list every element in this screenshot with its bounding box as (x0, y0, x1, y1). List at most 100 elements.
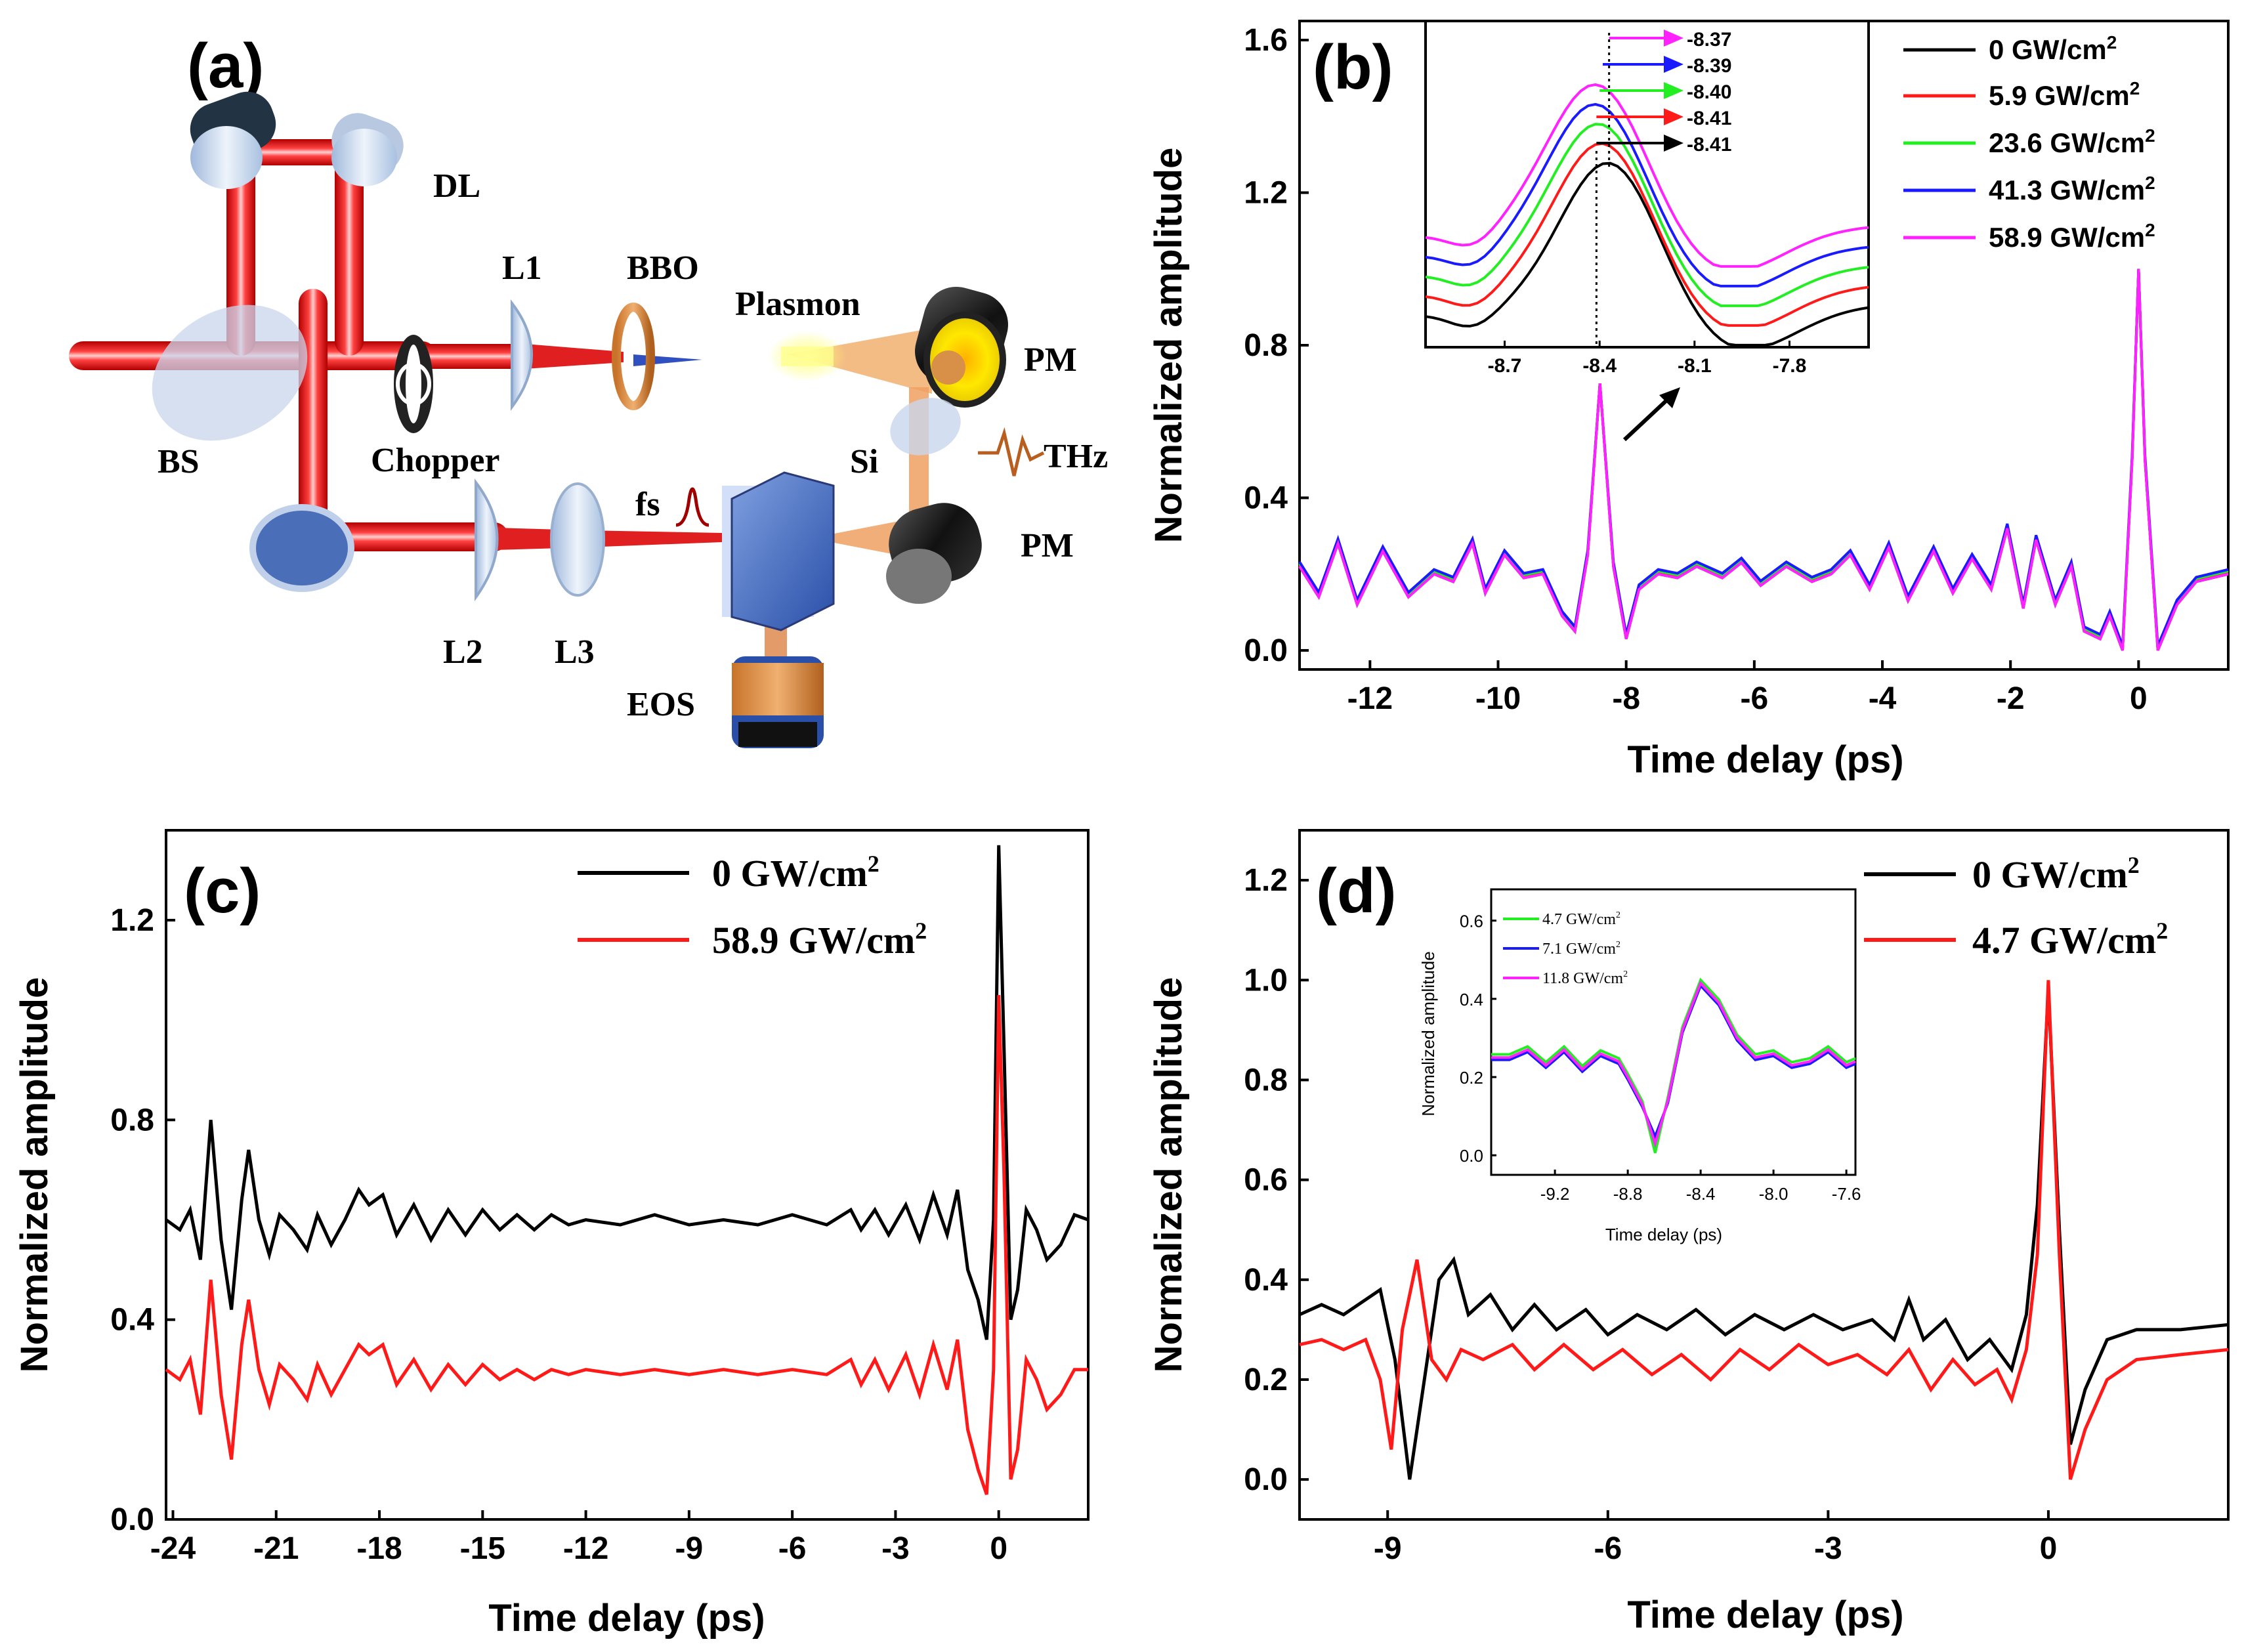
panel-b-xtick-label-6: 0 (2130, 681, 2148, 716)
inset-d-ytick-label-1: 0.2 (1460, 1068, 1483, 1088)
panel-c-series-line-1 (165, 995, 1088, 1495)
inset-b-arrowhead-2 (1664, 82, 1683, 99)
panel-b-ytick-label-4: 1.6 (1244, 23, 1288, 58)
panel-c-legend: 0 GW/cm2 58.9 GW/cm2 (578, 851, 927, 962)
lens-l3 (550, 482, 605, 597)
inset-b-arrowhead-3 (1664, 108, 1683, 125)
panel-d-ytick-label-3: 0.6 (1244, 1163, 1288, 1198)
panel-c-series-line-0 (165, 845, 1089, 1340)
panel-d-series (1298, 980, 2229, 1480)
inset-d-legend: 4.7 GW/cm2 7.1 GW/cm2 11.8 GW/cm2 (1503, 910, 1628, 987)
inset-d-frame (1490, 888, 1857, 1176)
parabolic-mirror-1 (915, 286, 1008, 408)
label-chopper: Chopper (371, 442, 499, 479)
inset-b-peak-annotations: -8.37 -8.39 -8.40 -8.41 -8.41 (1595, 29, 1731, 347)
label-l3: L3 (555, 633, 595, 671)
panel-label-c: (c) (184, 856, 261, 926)
delay-line-mirrors (190, 91, 404, 189)
label-bs: BS (158, 443, 200, 480)
legend-d-inset-label-1: 7.1 GW/cm2 (1542, 940, 1620, 958)
inset-d-xlabel: Time delay (ps) (1605, 1225, 1722, 1244)
legend-d-label-0: 0 GW/cm2 (1972, 852, 2140, 896)
panel-c-ticks: -24 -21 -18 -15 -12 -9 -6 -3 0 0.0 0.4 0.8 1.2 (110, 903, 1007, 1566)
panel-d-ytick-label-6: 1.2 (1244, 863, 1288, 898)
fs-pulse-icon (675, 487, 709, 527)
panel-d-xtick-label-1: -6 (1594, 1531, 1622, 1566)
panel-b-xtick-label-1: -10 (1475, 681, 1521, 716)
panel-c-frame (165, 829, 1090, 1521)
panel-c-chart: (c) Time delay (ps) Normalized amplitude… (13, 829, 1090, 1640)
panel-d-ytick-label-5: 1.0 (1244, 963, 1288, 998)
inset-b-ticks: -8.7 -8.4 -8.1 -7.8 (1488, 341, 1807, 377)
panel-d-xtick-label-2: -3 (1814, 1531, 1842, 1566)
panel-c-xtick-label-1: -21 (253, 1531, 299, 1566)
panel-a-setup: (a) DL BS Chopper L1 BBO Plasmon (69, 31, 1108, 748)
inset-b-frame (1424, 20, 1870, 349)
inset-b-xtick-label-1: -8.4 (1582, 355, 1617, 377)
panel-b-chart: (b) Time delay (ps) Normalized amplitude… (1147, 20, 2230, 781)
inset-b-peak-label-1: -8.39 (1687, 55, 1731, 77)
panel-d-ytick-label-2: 0.4 (1244, 1263, 1288, 1298)
inset-d-ylabel: Normalized amplitude (1418, 951, 1438, 1116)
inset-b-arrowhead-4 (1664, 135, 1683, 152)
label-dl: DL (433, 167, 480, 205)
legend-d-label-1: 4.7 GW/cm2 (1972, 918, 2168, 962)
panel-label-d: (d) (1316, 856, 1397, 926)
legend-c-label-1: 58.9 GW/cm2 (712, 918, 927, 962)
legend-b-label-3: 41.3 GW/cm2 (1989, 173, 2155, 205)
panel-b-ticks: -12 -10 -8 -6 -4 -2 0 0.0 0.4 0.8 1.2 1.6 (1244, 23, 2147, 716)
panel-b-xtick-label-3: -6 (1741, 681, 1769, 716)
panel-c-xlabel: Time delay (ps) (488, 1597, 765, 1640)
legend-d-inset-label-0: 4.7 GW/cm2 (1542, 910, 1620, 928)
inset-d-series (1491, 977, 1856, 1154)
inset-b-peak-label-2: -8.40 (1687, 81, 1731, 103)
bbo-crystal (612, 303, 655, 410)
inset-b-series (1425, 83, 1869, 347)
inset-b-xtick-label-3: -7.8 (1773, 355, 1807, 377)
legend-b-label-1: 5.9 GW/cm2 (1989, 78, 2140, 111)
inset-b-peak-label-0: -8.37 (1687, 29, 1731, 51)
label-thz: THz (1044, 438, 1108, 475)
panel-b-xtick-label-2: -8 (1612, 681, 1640, 716)
panel-d-chart: (d) Time delay (ps) Normalized amplitude… (1147, 829, 2230, 1636)
panel-c-xtick-label-3: -15 (460, 1531, 505, 1566)
panel-d-ytick-label-0: 0.0 (1244, 1462, 1288, 1497)
eo-crystal (722, 471, 835, 631)
beam-splitter (152, 305, 308, 441)
panel-d-frame (1298, 829, 2230, 1521)
panel-c-xtick-label-2: -18 (356, 1531, 402, 1566)
inset-b-series-line-0 (1425, 161, 1869, 347)
thz-pulse-icon (978, 427, 1045, 477)
panel-c-ylabel: Normalized amplitude (13, 977, 56, 1373)
parabolic-mirror-2 (886, 503, 982, 604)
panel-d-inset: Time delay (ps) Normalized amplitude -9.… (1418, 888, 1861, 1244)
inset-d-xtick-label-2: -8.4 (1686, 1184, 1716, 1204)
label-plasmon: Plasmon (735, 286, 860, 323)
panel-b-ytick-label-1: 0.4 (1244, 480, 1288, 515)
label-eos: EOS (627, 686, 695, 723)
legend-b-label-4: 58.9 GW/cm2 (1989, 220, 2155, 253)
inset-b-series-line-2 (1425, 123, 1869, 307)
panel-label-b: (b) (1313, 32, 1393, 102)
inset-b-arrowhead-1 (1664, 56, 1683, 73)
panel-c-xtick-label-0: -24 (150, 1531, 196, 1566)
panel-d-xtick-label-0: -9 (1374, 1531, 1402, 1566)
label-pm-1: PM (1024, 341, 1077, 379)
panel-b-ytick-label-2: 0.8 (1244, 328, 1288, 363)
panel-d-ylabel: Normalized amplitude (1147, 977, 1190, 1373)
panel-c-xtick-label-7: -3 (881, 1531, 910, 1566)
panel-b-xtick-label-4: -4 (1869, 681, 1897, 716)
inset-b-series-line-4 (1425, 83, 1869, 268)
label-fs: fs (635, 486, 660, 523)
panel-c-xtick-label-4: -12 (563, 1531, 608, 1566)
panel-d-legend: 0 GW/cm2 4.7 GW/cm2 (1864, 852, 2168, 962)
panel-b-series (1298, 268, 2229, 651)
label-si: Si (850, 443, 878, 480)
panel-c-ytick-label-0: 0.0 (110, 1502, 154, 1537)
panel-c-xtick-label-8: 0 (990, 1531, 1007, 1566)
inset-d-ytick-label-3: 0.6 (1460, 912, 1483, 931)
panel-d-xlabel: Time delay (ps) (1627, 1594, 1903, 1636)
label-pm-2: PM (1021, 527, 1074, 564)
inset-d-ytick-label-0: 0.0 (1460, 1146, 1483, 1166)
